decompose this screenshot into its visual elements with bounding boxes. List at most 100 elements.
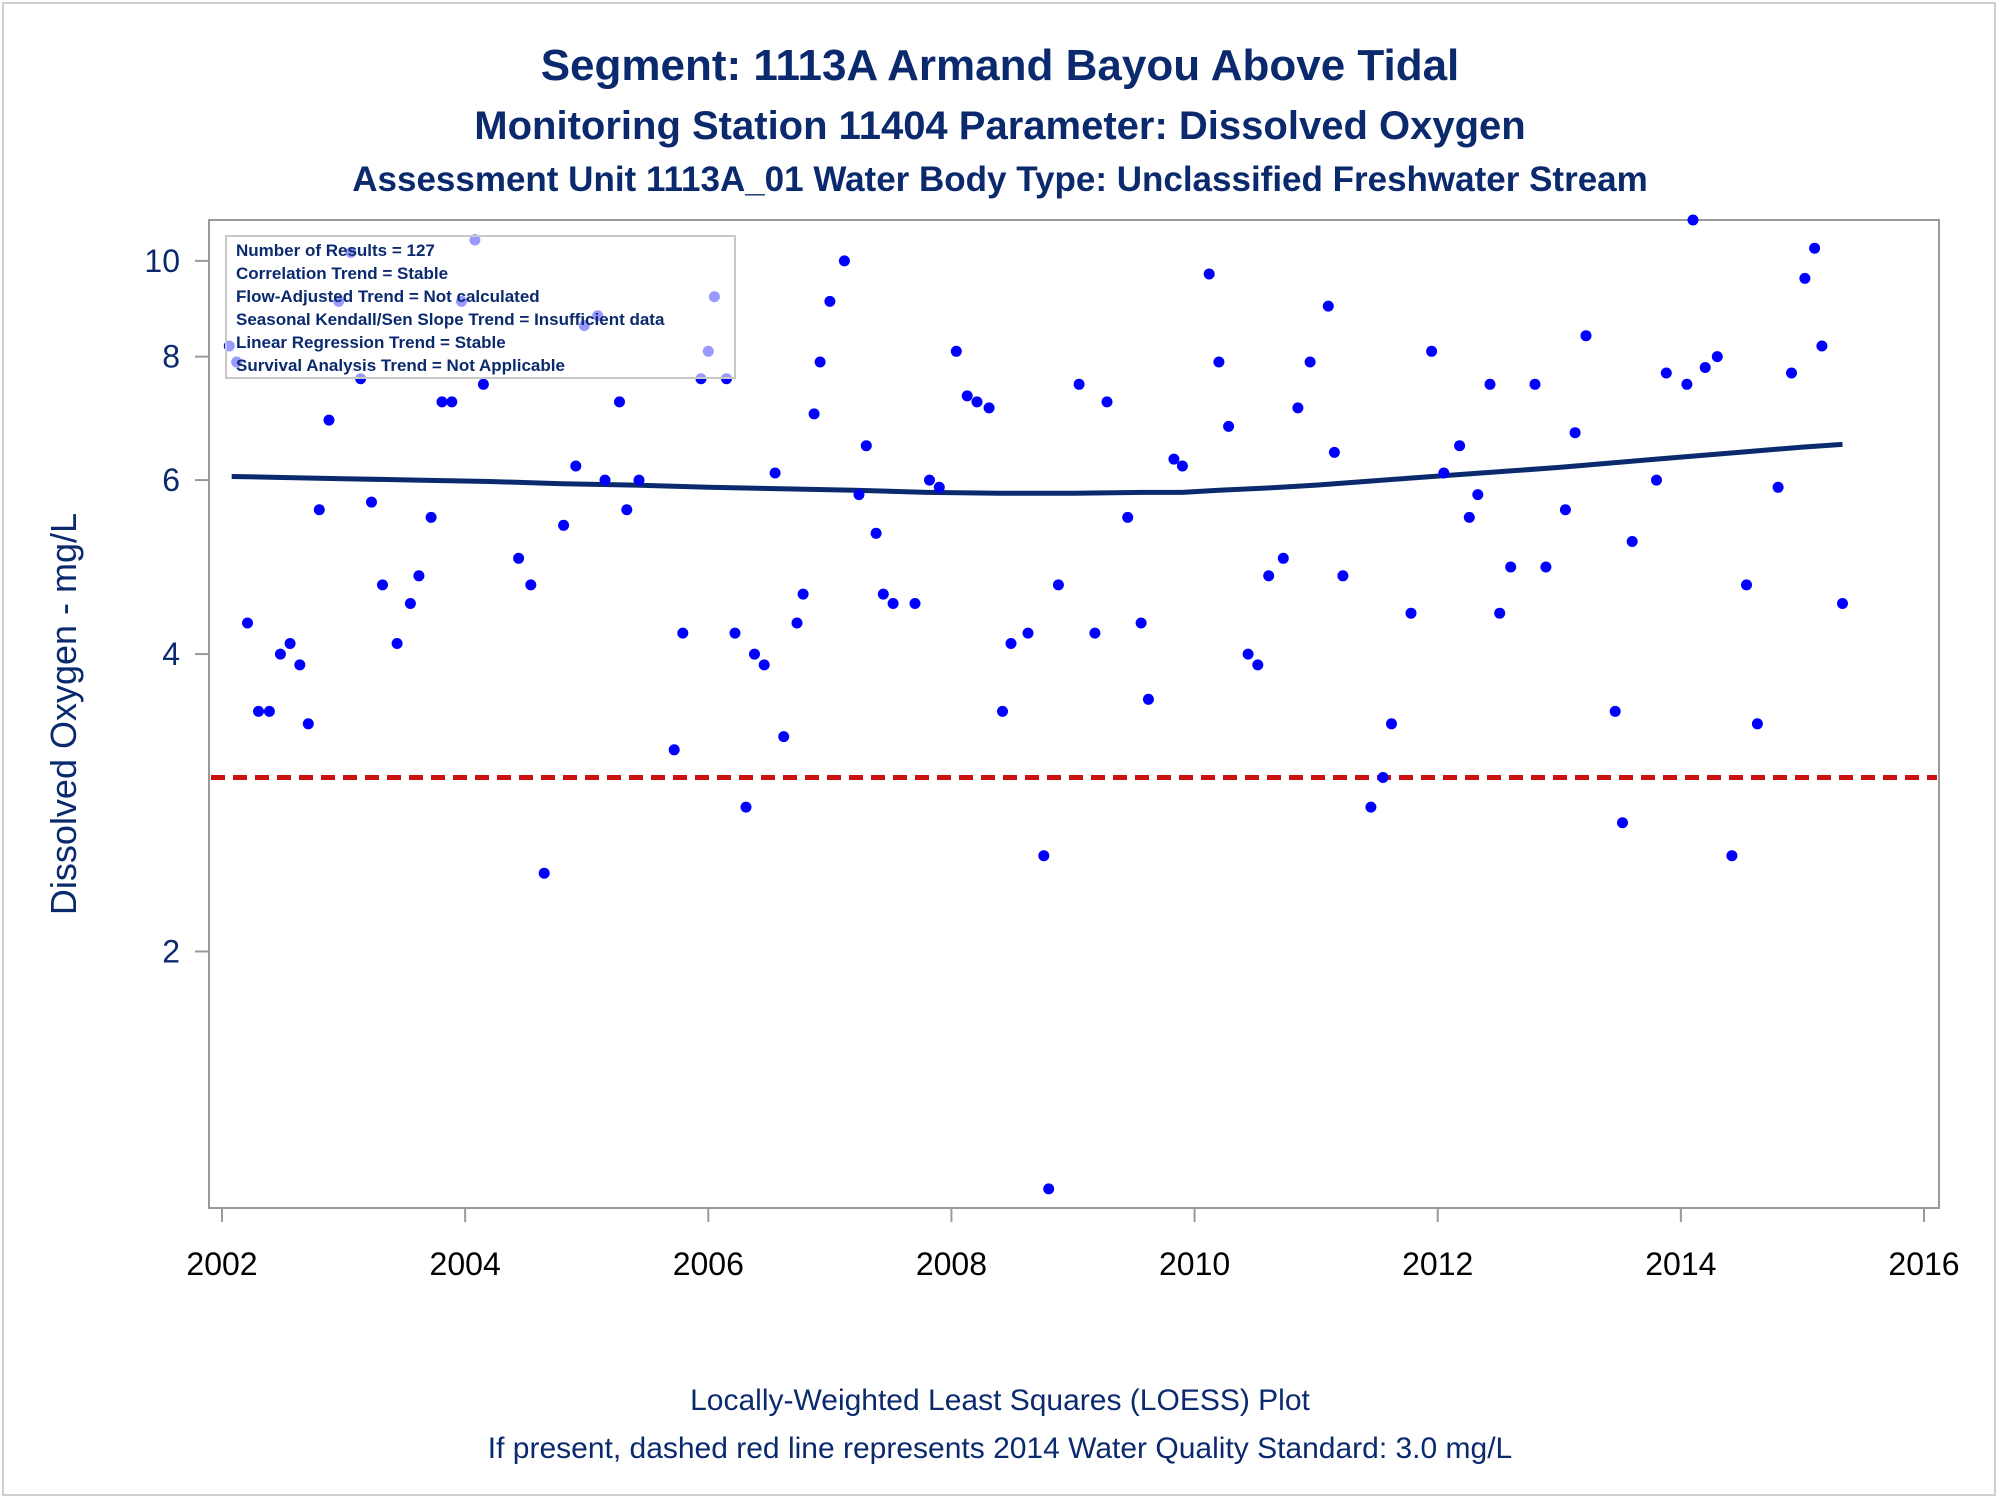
- data-point: [933, 481, 945, 493]
- data-point: [1687, 214, 1699, 226]
- data-point: [824, 295, 836, 307]
- data-point: [1463, 511, 1475, 523]
- data-point: [1660, 367, 1672, 379]
- data-point: [740, 801, 752, 813]
- data-point: [274, 648, 286, 660]
- data-point: [366, 496, 377, 508]
- data-point: [1122, 511, 1134, 523]
- data-point: [758, 659, 770, 671]
- footnote-2: If present, dashed red line represents 2…: [488, 1432, 1512, 1465]
- chart-subtitle: Monitoring Station 11404 Parameter: Diss…: [474, 104, 1525, 148]
- data-point: [1322, 300, 1334, 312]
- data-point: [633, 474, 645, 486]
- x-tick-label: 2014: [1645, 1246, 1716, 1282]
- stats-line: Survival Analysis Trend = Not Applicable: [236, 356, 565, 375]
- data-point: [436, 396, 448, 408]
- chart-subtitle-2: Assessment Unit 1113A_01 Water Body Type…: [352, 160, 1648, 199]
- data-point: [323, 414, 335, 426]
- data-point: [1292, 402, 1304, 414]
- data-point: [413, 570, 425, 582]
- data-point: [860, 440, 872, 452]
- data-point: [1043, 1183, 1055, 1195]
- data-point: [513, 552, 525, 564]
- data-point: [1142, 693, 1154, 705]
- data-point: [1505, 561, 1517, 573]
- data-point: [1168, 453, 1180, 465]
- data-point: [1052, 579, 1064, 591]
- data-point: [538, 867, 550, 879]
- data-point: [1101, 396, 1113, 408]
- data-point: [1135, 617, 1147, 629]
- data-point: [1569, 427, 1581, 439]
- data-point: [1386, 718, 1397, 730]
- data-point: [1711, 351, 1723, 363]
- data-point: [253, 705, 264, 717]
- data-point: [1252, 659, 1264, 671]
- loess-line: [231, 441, 1843, 496]
- data-point: [791, 617, 803, 629]
- data-point: [1580, 330, 1592, 342]
- data-point: [614, 396, 625, 408]
- data-point: [425, 511, 437, 523]
- data-point: [1176, 460, 1188, 472]
- data-point: [294, 659, 306, 671]
- y-axis-label: Dissolved Oxygen - mg/L: [43, 513, 84, 915]
- footnote-1: Locally-Weighted Least Squares (LOESS) P…: [690, 1384, 1310, 1417]
- data-point: [1559, 504, 1571, 516]
- data-point: [1816, 340, 1828, 352]
- data-point: [1213, 356, 1225, 368]
- data-point: [1005, 638, 1017, 649]
- data-point: [749, 648, 760, 660]
- data-point: [950, 345, 962, 357]
- data-point: [1203, 268, 1215, 280]
- data-point: [1726, 850, 1738, 862]
- data-point: [997, 705, 1008, 717]
- x-tick-label: 2012: [1402, 1246, 1473, 1282]
- data-point: [263, 705, 275, 717]
- stats-line: Linear Regression Trend = Stable: [236, 333, 506, 352]
- stats-line: Correlation Trend = Stable: [236, 264, 448, 283]
- y-tick-label: 8: [162, 339, 180, 375]
- data-point: [1540, 561, 1552, 573]
- data-point: [1263, 570, 1275, 582]
- data-point: [769, 467, 781, 479]
- data-point: [909, 598, 921, 609]
- data-point: [1699, 362, 1711, 373]
- y-tick-label: 6: [162, 462, 180, 498]
- data-point: [1809, 242, 1821, 254]
- data-point: [1438, 467, 1450, 479]
- data-point: [1242, 648, 1254, 660]
- data-point: [1529, 378, 1541, 390]
- data-point: [1651, 474, 1662, 486]
- stats-box: Number of Results = 127 Correlation Tren…: [225, 235, 736, 379]
- data-point: [1377, 772, 1389, 783]
- data-point: [391, 638, 403, 649]
- data-point: [621, 504, 633, 516]
- data-point: [1786, 367, 1797, 379]
- data-point: [1022, 627, 1034, 639]
- points-group: [223, 214, 1848, 1195]
- chart-title: Segment: 1113A Armand Bayou Above Tidal: [541, 41, 1460, 90]
- data-point: [983, 402, 995, 414]
- x-tick-label: 2016: [1888, 1246, 1959, 1282]
- data-point: [1741, 579, 1752, 591]
- data-point: [446, 396, 458, 408]
- data-point: [1426, 345, 1438, 357]
- data-point: [1617, 817, 1628, 829]
- data-point: [1405, 607, 1417, 619]
- x-tick-label: 2006: [673, 1246, 744, 1282]
- data-point: [1837, 598, 1848, 609]
- data-point: [1073, 378, 1085, 390]
- data-point: [1494, 607, 1506, 619]
- data-point: [1484, 378, 1496, 390]
- data-point: [1751, 718, 1763, 730]
- data-point: [924, 474, 935, 486]
- x-tick-label: 2004: [430, 1246, 501, 1282]
- data-point: [599, 474, 611, 486]
- data-point: [1277, 552, 1289, 564]
- data-point: [570, 460, 582, 472]
- data-point: [1089, 627, 1101, 639]
- data-point: [853, 489, 865, 501]
- data-point: [525, 579, 537, 591]
- y-tick-label: 4: [162, 636, 180, 672]
